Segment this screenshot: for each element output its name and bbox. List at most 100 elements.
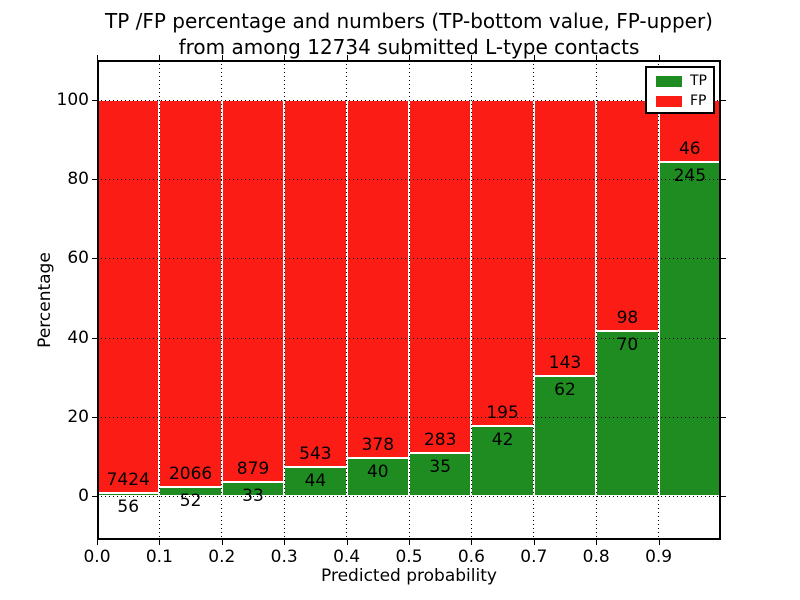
y-tick-right [721,496,726,498]
bar-tp-bin-2 [221,482,285,497]
chart-title: TP /FP percentage and numbers (TP-bottom… [97,8,721,60]
y-tick-right [721,337,726,339]
y-tick-right [721,258,726,260]
bar-fp-bin-4 [346,99,409,459]
y-tick-right [721,417,726,419]
fp-count-label: 879 [236,459,270,479]
x-tick-label: 0.9 [645,547,673,567]
tp-count-label: 70 [616,335,639,356]
x-tick-bottom [346,540,348,545]
gridline-x-8 [595,60,597,540]
tp-count-label: 42 [491,430,514,451]
y-tick-label: 40 [67,327,89,348]
bar-tp-bin-7 [533,376,597,497]
x-tick-bottom [596,540,598,545]
x-tick-bottom [471,540,473,545]
x-tick-bottom [409,540,410,545]
y-tick-left [92,496,97,498]
y-tick-label: 80 [67,169,89,189]
fp-count-label: 143 [548,353,582,374]
fp-count-label: 195 [486,403,519,424]
fp-count-label: 2066 [168,463,213,484]
x-tick-label: 0.4 [333,547,361,567]
gridline-x-1 [158,60,160,540]
tp-count-label: 44 [304,470,327,491]
bar-tp-bin-1 [159,486,222,497]
bar-fp-bin-0 [97,99,160,494]
fp-count-label: 46 [678,139,701,160]
y-tick-label: 20 [67,407,89,428]
bar-fp-bin-6 [471,99,534,427]
y-tick-right [721,99,726,101]
x-tick-label: 0.8 [582,547,610,567]
x-tick-label: 0.3 [270,547,298,567]
fp-swatch [656,95,682,107]
x-tick-label: 0.2 [208,547,236,567]
x-tick-top [221,55,223,60]
x-tick-top [533,55,535,60]
x-tick-bottom [658,540,660,545]
tp-count-label: 40 [366,462,389,483]
tp-count-label: 35 [429,456,452,477]
gridline-x-5 [408,60,410,540]
x-tick-top [97,55,98,60]
bar-fp-bin-8 [596,99,659,332]
x-tick-bottom [159,540,161,545]
bar-fp-bin-3 [284,99,347,467]
x-tick-top [471,55,473,60]
tp-count-label: 52 [179,490,202,511]
x-tick-bottom [533,540,535,545]
bar-fp-bin-7 [533,99,597,377]
legend: TP FP [645,66,715,114]
fp-count-label: 378 [361,435,395,456]
bar-tp-bin-9 [658,162,721,497]
y-tick-left [92,99,97,101]
fp-count-label: 543 [299,443,332,464]
legend-label-fp: FP [690,93,707,109]
bar-tp-bin-8 [596,331,659,497]
y-tick-label: 60 [67,248,89,269]
x-tick-bottom [284,540,286,545]
x-tick-top [159,55,161,60]
tp-swatch [656,75,682,87]
bar-tp-bin-5 [409,452,472,497]
bar-fp-bin-5 [409,99,472,453]
bar-fp-bin-2 [221,99,285,482]
bar-tp-bin-4 [346,458,409,497]
x-tick-bottom [97,540,98,545]
bar-fp-bin-1 [159,99,222,487]
plot-area: 7424 56 2066 52 879 33 543 44 378 40 283 35 195 42 143… [57,55,726,567]
x-tick-top [284,55,286,60]
fp-count-label: 283 [423,429,457,450]
y-axis-label: Percentage [35,252,55,348]
tp-count-label: 56 [117,497,140,518]
bar-tp-bin-6 [471,426,534,497]
x-axis-label: Predicted probability [321,566,497,586]
x-tick-bottom [221,540,223,545]
y-tick-left [92,417,97,419]
x-tick-top [409,55,410,60]
x-tick-top [596,55,598,60]
legend-item-fp: FP [647,91,713,111]
y-tick-left [92,179,97,180]
fp-count-label: 98 [616,308,639,329]
tp-count-label: 62 [554,380,576,401]
gridline-x-3 [283,60,285,540]
x-tick-top [658,55,660,60]
y-tick-left [92,258,97,260]
gridline-x-6 [470,60,472,540]
x-tick-label: 0.5 [395,547,423,567]
tp-count-label: 33 [242,486,264,506]
bar-tp-bin-3 [284,466,347,497]
tp-count-label: 245 [673,166,707,187]
y-tick-left [92,337,97,339]
y-tick-label: 0 [78,486,89,507]
y-tick-label: 100 [56,89,89,110]
x-tick-label: 0.0 [83,547,111,567]
legend-item-tp: TP [647,71,713,91]
gridline-x-7 [533,60,535,540]
chart-title-line2: from among 12734 submitted L-type contac… [178,35,640,59]
chart-title-line1: TP /FP percentage and numbers (TP-bottom… [105,9,713,33]
x-tick-top [346,55,348,60]
